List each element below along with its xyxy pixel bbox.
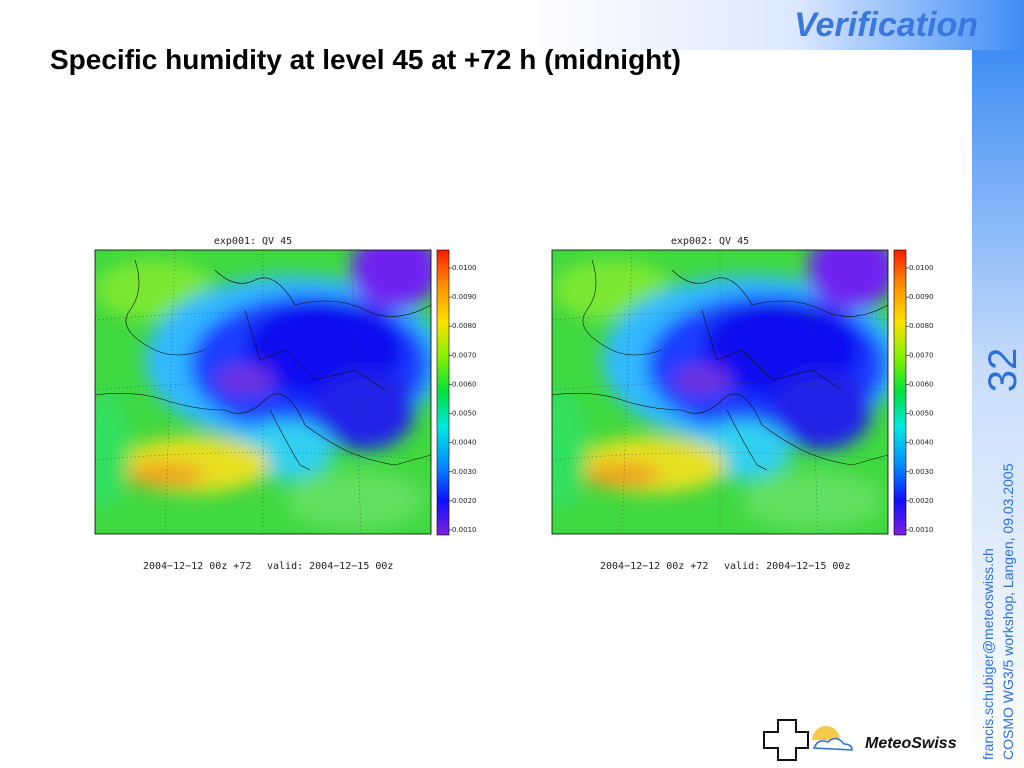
event: COSMO WG3/5 workshop, Langen, 09.03.2005 — [1000, 463, 1016, 760]
header-band — [520, 0, 1024, 50]
colorbar-label: 0.0010 — [452, 526, 477, 534]
logo-text: MeteoSwiss — [865, 735, 957, 752]
valid-label: valid: 2004−12−15 00z — [267, 561, 393, 572]
colorbar-label: 0.0100 — [452, 264, 477, 272]
colorbar-label: 0.0020 — [909, 497, 934, 505]
colorbar — [436, 249, 450, 536]
colorbar-label: 0.0030 — [452, 468, 477, 476]
logo-sun — [812, 726, 840, 740]
colorbar-label: 0.0030 — [909, 468, 934, 476]
section-label: Verification — [794, 6, 978, 44]
colorbar-label: 0.0080 — [452, 322, 477, 330]
colorbar-label: 0.0040 — [452, 439, 477, 447]
colorbar-label: 0.0010 — [909, 526, 934, 534]
side-band — [972, 50, 1024, 768]
email: francis.schubiger@meteoswiss.ch — [980, 548, 996, 760]
panel-title: exp001: QV 45 — [214, 236, 292, 247]
logo-cloud — [812, 737, 853, 751]
slide-number: 32 — [981, 348, 1024, 393]
panel-title: exp002: QV 45 — [671, 236, 749, 247]
colorbar-label: 0.0070 — [452, 351, 477, 359]
map — [80, 230, 445, 534]
colorbar-label: 0.0100 — [909, 264, 934, 272]
valid-label: valid: 2004−12−15 00z — [724, 561, 850, 572]
run-label: 2004−12−12 00z +72 — [143, 561, 251, 572]
colorbar-label: 0.0090 — [909, 293, 934, 301]
colorbar-label: 0.0020 — [452, 497, 477, 505]
logo-cross — [763, 719, 809, 761]
colorbar-label: 0.0050 — [452, 410, 477, 418]
colorbar-label: 0.0090 — [452, 293, 477, 301]
colorbar-label: 0.0060 — [452, 380, 477, 388]
map-frame — [551, 249, 889, 535]
colorbar — [893, 249, 907, 536]
colorbar-label: 0.0080 — [909, 322, 934, 330]
run-label: 2004−12−12 00z +72 — [600, 561, 708, 572]
map — [537, 230, 902, 534]
slide-title: Specific humidity at level 45 at +72 h (… — [50, 44, 681, 75]
colorbar-label: 0.0060 — [909, 380, 934, 388]
colorbar-label: 0.0050 — [909, 410, 934, 418]
logo: MeteoSwiss — [763, 719, 957, 761]
colorbar-label: 0.0070 — [909, 351, 934, 359]
colorbar-label: 0.0040 — [909, 439, 934, 447]
map-frame — [94, 249, 432, 535]
